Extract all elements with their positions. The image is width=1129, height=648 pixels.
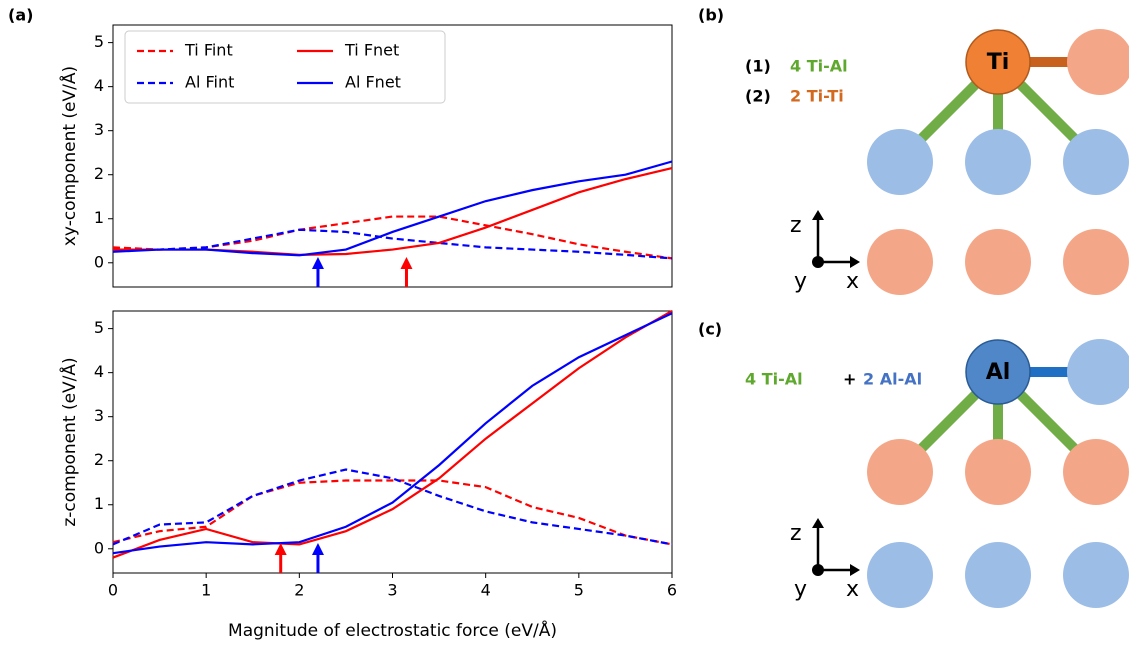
atom (1063, 229, 1129, 295)
label: + (843, 370, 856, 389)
atom (867, 229, 933, 295)
x-tick-label: 0 (108, 581, 118, 600)
atom (867, 542, 933, 608)
series-line (112, 468, 673, 546)
axis-label: y (794, 269, 807, 294)
panel-label: (c) (698, 320, 722, 339)
label: 2 Al-Al (863, 370, 922, 389)
legend-label: Al Fint (185, 73, 234, 92)
atom-label: Al (986, 360, 1011, 385)
marker-arrow-head (400, 257, 413, 269)
atom (1067, 29, 1129, 95)
legend-label: Al Fnet (345, 73, 401, 92)
y-tick-label: 2 (94, 164, 104, 183)
arrow-head (812, 518, 824, 528)
axis-origin (812, 256, 824, 268)
atom (1063, 439, 1129, 505)
y-tick-label: 5 (94, 318, 104, 337)
y-tick-label: 0 (94, 252, 104, 271)
x-tick-label: 1 (201, 581, 211, 600)
y-tick-label: 3 (94, 120, 104, 139)
label: (1) (745, 57, 771, 76)
axis-label: x (846, 269, 859, 294)
axis-label: x (846, 577, 859, 602)
y-tick-label: 5 (94, 32, 104, 51)
y-axis-label: z-component (eV/Å) (58, 357, 80, 526)
plot-frame (112, 24, 673, 288)
y-tick-label: 1 (94, 208, 104, 227)
panel-label: (b) (698, 6, 724, 25)
legend-label: Ti Fint (184, 41, 233, 60)
x-tick-label: 6 (667, 581, 677, 600)
atom (965, 129, 1031, 195)
x-tick-label: 3 (387, 581, 397, 600)
atom (867, 439, 933, 505)
arrow-head (812, 210, 824, 220)
y-axis-label: xy-component (eV/Å) (58, 66, 80, 246)
arrow-head (850, 564, 860, 576)
marker-arrow-head (274, 543, 287, 555)
diagram-c: Al 4 Ti-Al + 2 Al-Al z y x (745, 339, 1129, 608)
marker-arrow-head (311, 543, 324, 555)
x-tick-label: 4 (481, 581, 491, 600)
legend-label: Ti Fnet (344, 41, 399, 60)
axis-label: z (790, 521, 802, 546)
marker-arrow-head (311, 257, 324, 269)
atom (965, 339, 1031, 405)
legend-box (124, 30, 446, 104)
series-line (112, 310, 673, 559)
y-tick-label: 4 (94, 76, 104, 95)
plot-frame (112, 310, 673, 574)
label: 2 Ti-Ti (790, 87, 844, 106)
atom (965, 542, 1031, 608)
atom (1063, 542, 1129, 608)
y-tick-label: 1 (94, 494, 104, 513)
x-tick-label: 5 (574, 581, 584, 600)
atom (1067, 339, 1129, 405)
atom-label: Ti (987, 50, 1010, 75)
series-line (112, 160, 673, 257)
atom (867, 129, 933, 195)
label: (2) (745, 87, 771, 106)
label: 4 Ti-Al (745, 370, 803, 389)
axis-label: y (794, 577, 807, 602)
x-tick-label: 2 (294, 581, 304, 600)
y-tick-label: 2 (94, 450, 104, 469)
series-line (113, 228, 673, 260)
panel-label: (a) (8, 6, 33, 25)
atom (965, 229, 1031, 295)
series-line (113, 167, 673, 256)
axis-origin (812, 564, 824, 576)
arrow-head (850, 256, 860, 268)
series-line (112, 479, 673, 546)
series-line (112, 312, 673, 555)
y-tick-label: 3 (94, 406, 104, 425)
x-axis-label: Magnitude of electrostatic force (eV/Å) (228, 619, 557, 641)
y-tick-label: 4 (94, 362, 104, 381)
atom (1063, 129, 1129, 195)
atom (965, 439, 1031, 505)
y-tick-label: 0 (94, 538, 104, 557)
axis-label: z (790, 213, 802, 238)
label: 4 Ti-Al (790, 57, 848, 76)
diagram-b: Ti (1) 4 Ti-Al (2) 2 Ti-Ti z y x (745, 29, 1129, 295)
atom (965, 29, 1031, 95)
